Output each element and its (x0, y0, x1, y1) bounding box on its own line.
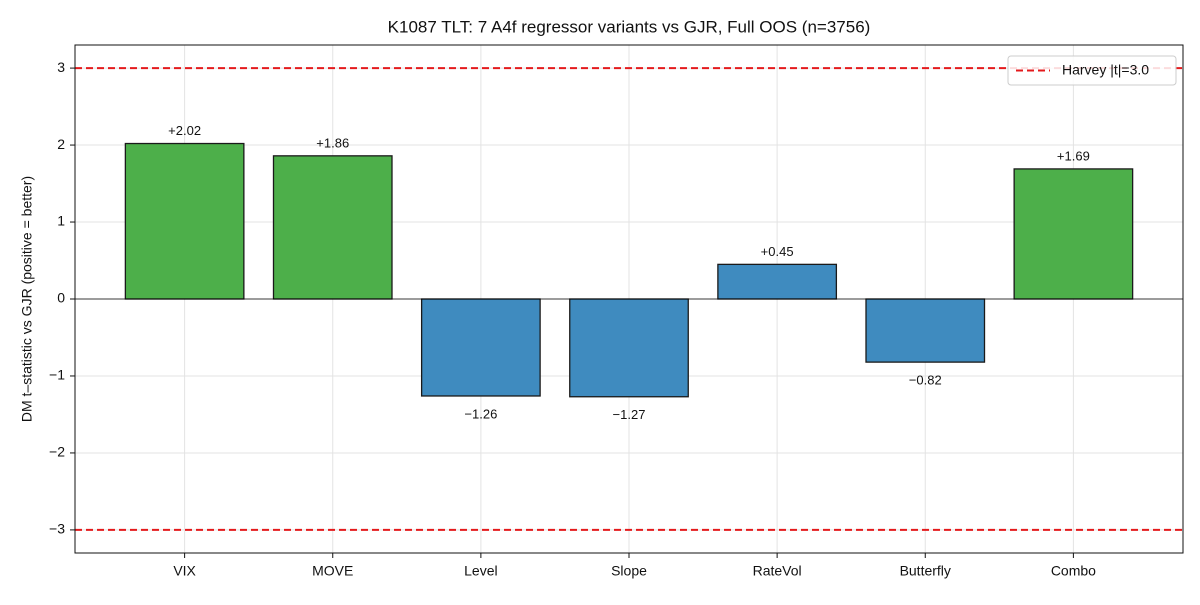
x-tick-label: Combo (1051, 563, 1096, 579)
data-label: −1.26 (464, 406, 497, 421)
data-label: −0.82 (909, 373, 942, 388)
bar (717, 263, 838, 300)
bar (865, 298, 986, 363)
bar (1013, 168, 1134, 300)
x-tick-label: RateVol (753, 563, 802, 579)
x-tick-label: Level (464, 563, 497, 579)
bar (420, 298, 541, 397)
data-label: +0.45 (761, 244, 794, 259)
data-label: +2.02 (168, 123, 201, 138)
data-label: +1.69 (1057, 148, 1090, 163)
data-label: +1.86 (316, 135, 349, 150)
legend-box (1007, 55, 1177, 86)
y-axis-label: DM t–statistic vs GJR (positive = better… (19, 176, 35, 422)
y-tick-label: −2 (49, 444, 65, 460)
plot-frame (74, 44, 1184, 554)
x-tick-label: Butterfly (900, 563, 951, 579)
legend-label: Harvey |t|=3.0 (1062, 62, 1149, 78)
y-tick-label: −3 (49, 521, 65, 537)
x-tick-label: MOVE (312, 563, 353, 579)
bar (272, 155, 393, 300)
y-tick-label: 3 (57, 59, 65, 75)
y-tick-label: 1 (57, 213, 65, 229)
y-tick-label: 2 (57, 136, 65, 152)
chart-title: K1087 TLT: 7 A4f regressor variants vs G… (388, 17, 871, 36)
bar (124, 142, 245, 300)
x-tick-label: VIX (173, 563, 196, 579)
bar (569, 298, 689, 398)
y-tick-label: −1 (49, 367, 65, 383)
y-tick-label: 0 (57, 290, 65, 306)
x-tick-label: Slope (611, 563, 647, 579)
data-label: −1.27 (613, 407, 646, 422)
